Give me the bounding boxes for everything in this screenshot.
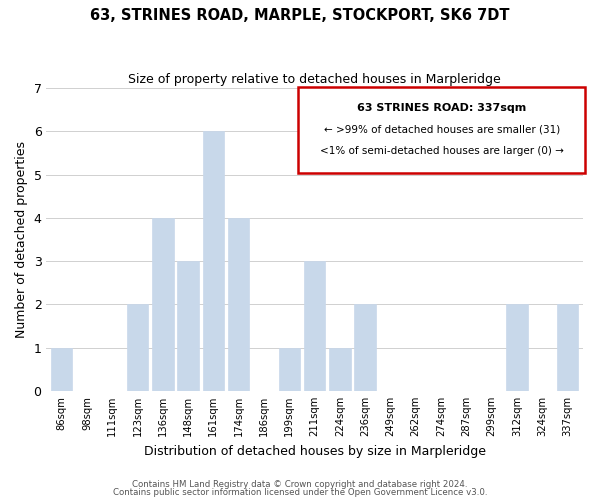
Bar bbox=[557, 304, 578, 391]
Text: Contains public sector information licensed under the Open Government Licence v3: Contains public sector information licen… bbox=[113, 488, 487, 497]
Text: <1% of semi-detached houses are larger (0) →: <1% of semi-detached houses are larger (… bbox=[320, 146, 564, 156]
FancyBboxPatch shape bbox=[298, 86, 586, 173]
Bar bbox=[51, 348, 73, 391]
Bar bbox=[506, 304, 527, 391]
Bar bbox=[203, 132, 224, 391]
Text: Contains HM Land Registry data © Crown copyright and database right 2024.: Contains HM Land Registry data © Crown c… bbox=[132, 480, 468, 489]
Bar bbox=[178, 261, 199, 391]
Bar bbox=[127, 304, 148, 391]
Title: Size of property relative to detached houses in Marpleridge: Size of property relative to detached ho… bbox=[128, 72, 501, 86]
Bar bbox=[228, 218, 250, 391]
Y-axis label: Number of detached properties: Number of detached properties bbox=[15, 141, 28, 338]
Bar bbox=[152, 218, 173, 391]
Text: 63 STRINES ROAD: 337sqm: 63 STRINES ROAD: 337sqm bbox=[357, 103, 527, 113]
Bar bbox=[355, 304, 376, 391]
Bar bbox=[304, 261, 325, 391]
Text: 63, STRINES ROAD, MARPLE, STOCKPORT, SK6 7DT: 63, STRINES ROAD, MARPLE, STOCKPORT, SK6… bbox=[90, 8, 510, 22]
X-axis label: Distribution of detached houses by size in Marpleridge: Distribution of detached houses by size … bbox=[143, 444, 485, 458]
Text: ← >99% of detached houses are smaller (31): ← >99% of detached houses are smaller (3… bbox=[324, 124, 560, 134]
Bar bbox=[329, 348, 350, 391]
Bar bbox=[278, 348, 300, 391]
